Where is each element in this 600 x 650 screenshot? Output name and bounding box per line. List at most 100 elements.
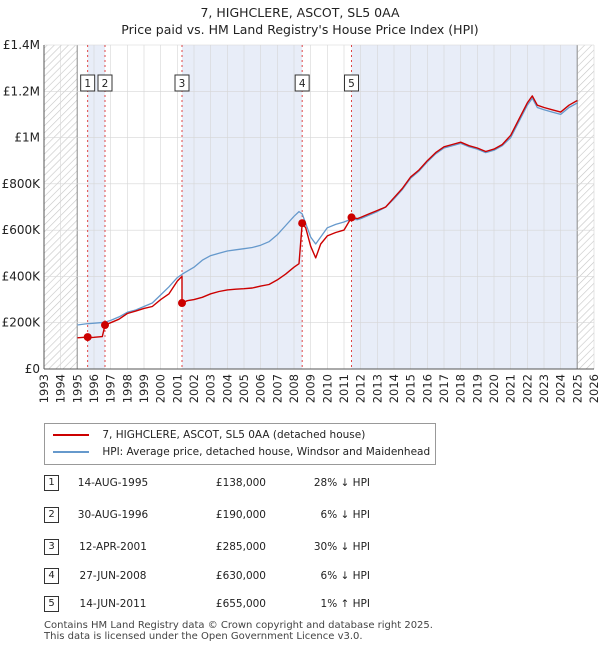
- x-tick-label: 2015: [404, 374, 418, 403]
- x-tick-label: 2007: [270, 374, 284, 403]
- sale-date: 12-APR-2001: [79, 541, 147, 553]
- x-tick-label: 2021: [504, 374, 518, 403]
- chart-title-block: 7, HIGHCLERE, ASCOT, SL5 0AA Price paid …: [0, 4, 600, 38]
- legend-label-property: 7, HIGHCLERE, ASCOT, SL5 0AA (detached h…: [102, 429, 366, 441]
- x-tick-label: 2018: [454, 374, 468, 403]
- sale-date: 30-AUG-1996: [77, 509, 149, 521]
- y-tick-label: £600K: [2, 223, 42, 237]
- y-tick-label: £1M: [14, 131, 40, 145]
- sale-marker-badge: 3: [44, 539, 59, 555]
- sale-hpi-relation: 6% ↓ HPI: [320, 509, 370, 521]
- sale-date: 14-AUG-1995: [77, 477, 149, 489]
- x-tick-label: 1993: [37, 374, 51, 403]
- sale-point: [83, 333, 92, 342]
- sale-hpi-relation: 30% ↓ HPI: [313, 541, 370, 553]
- x-tick-label: 2011: [337, 374, 351, 403]
- x-tick-label: 1996: [87, 374, 101, 403]
- x-tick-label: 2019: [470, 374, 484, 403]
- sale-marker-badge: 2: [44, 507, 59, 523]
- y-tick-label: £800K: [2, 177, 42, 191]
- x-tick-label: 2013: [370, 374, 384, 403]
- ownership-band: [87, 45, 105, 369]
- sale-point: [298, 219, 307, 228]
- sale-row: 4 27-JUN-2008 £630,000 6% ↓ HPI: [0, 568, 600, 584]
- x-tick-label: 2014: [387, 374, 401, 403]
- legend-swatch-hpi: [53, 451, 89, 453]
- sale-row: 3 12-APR-2001 £285,000 30% ↓ HPI: [0, 539, 600, 555]
- sale-price: £630,000: [215, 570, 266, 582]
- x-tick-label: 2002: [187, 374, 201, 403]
- y-tick-label: £1.2M: [3, 84, 40, 98]
- ownership-band: [182, 45, 303, 369]
- sale-row: 5 14-JUN-2011 £655,000 1% ↑ HPI: [0, 596, 600, 612]
- y-tick-label: £0: [25, 362, 40, 376]
- chart-title: 7, HIGHCLERE, ASCOT, SL5 0AA: [200, 5, 400, 20]
- x-tick-label: 2012: [354, 374, 368, 403]
- x-tick-label: 1999: [137, 374, 151, 403]
- x-tick-label: 1994: [54, 374, 68, 403]
- x-tick-label: 2023: [537, 374, 551, 403]
- sale-marker-badge: 1: [44, 475, 59, 491]
- sale-row: 2 30-AUG-1996 £190,000 6% ↓ HPI: [0, 507, 600, 523]
- sale-row: 1 14-AUG-1995 £138,000 28% ↓ HPI: [0, 475, 600, 491]
- y-tick-label: £400K: [2, 269, 42, 283]
- sale-marker-label: 5: [348, 78, 355, 90]
- x-tick-label: 2006: [254, 374, 268, 403]
- sale-date: 14-JUN-2011: [79, 598, 147, 610]
- footer: Contains HM Land Registry data © Crown c…: [44, 620, 433, 642]
- x-tick-label: 2003: [204, 374, 218, 403]
- sale-point: [101, 321, 109, 330]
- sale-marker-label: 3: [179, 78, 186, 90]
- property-price-line: [77, 95, 578, 339]
- sale-date: 27-JUN-2008: [79, 570, 147, 582]
- sale-marker-label: 1: [84, 78, 91, 90]
- sale-hpi-relation: 28% ↓ HPI: [313, 477, 370, 489]
- x-tick-label: 2017: [437, 374, 451, 403]
- legend-label-hpi: HPI: Average price, detached house, Wind…: [102, 446, 431, 458]
- x-tick-label: 2004: [220, 374, 234, 403]
- x-tick-label: 2010: [320, 374, 334, 403]
- x-tick-label: 2008: [287, 374, 301, 403]
- footer-copyright: Contains HM Land Registry data © Crown c…: [44, 620, 433, 631]
- sale-marker-badge: 4: [44, 568, 59, 584]
- sale-marker-box: [294, 74, 310, 92]
- x-tick-label: 2020: [487, 374, 501, 403]
- x-tick-label: 2025: [570, 374, 584, 403]
- sale-marker-box: [80, 74, 96, 92]
- sale-point: [347, 213, 356, 222]
- sale-marker-badge: 5: [44, 596, 59, 612]
- sale-marker-box: [344, 74, 359, 92]
- hpi-line: [77, 97, 578, 326]
- x-tick-label: 2005: [237, 374, 251, 403]
- sale-marker-label: 4: [299, 78, 306, 90]
- x-tick-label: 2022: [520, 374, 534, 403]
- x-tick-label: 2026: [587, 374, 600, 403]
- sale-marker-box: [174, 74, 190, 92]
- no-data-hatch: [577, 45, 594, 369]
- footer-licence: This data is licensed under the Open Gov…: [44, 631, 363, 642]
- legend-item-property: 7, HIGHCLERE, ASCOT, SL5 0AA (detached h…: [53, 427, 365, 443]
- sale-marker-box: [97, 74, 113, 92]
- legend: 7, HIGHCLERE, ASCOT, SL5 0AA (detached h…: [44, 423, 436, 465]
- sale-hpi-relation: 1% ↑ HPI: [320, 598, 370, 610]
- x-tick-label: 1998: [120, 374, 134, 403]
- ownership-band: [351, 45, 578, 369]
- sale-point: [178, 299, 186, 308]
- sale-price: £138,000: [215, 477, 266, 489]
- x-tick-label: 1995: [70, 374, 84, 403]
- y-tick-label: £1.4M: [3, 38, 40, 52]
- x-tick-label: 2000: [154, 374, 168, 403]
- x-tick-label: 2016: [420, 374, 434, 403]
- x-tick-label: 2024: [554, 374, 568, 403]
- x-tick-label: 1997: [104, 374, 118, 403]
- sale-price: £190,000: [215, 509, 266, 521]
- y-tick-label: £200K: [2, 316, 42, 330]
- sale-hpi-relation: 6% ↓ HPI: [320, 570, 370, 582]
- legend-swatch-property: [53, 434, 89, 436]
- chart-subtitle: Price paid vs. HM Land Registry's House …: [121, 22, 479, 37]
- x-tick-label: 2009: [304, 374, 318, 403]
- legend-item-hpi: HPI: Average price, detached house, Wind…: [53, 444, 430, 460]
- sale-price: £285,000: [215, 541, 266, 553]
- sale-price: £655,000: [215, 598, 266, 610]
